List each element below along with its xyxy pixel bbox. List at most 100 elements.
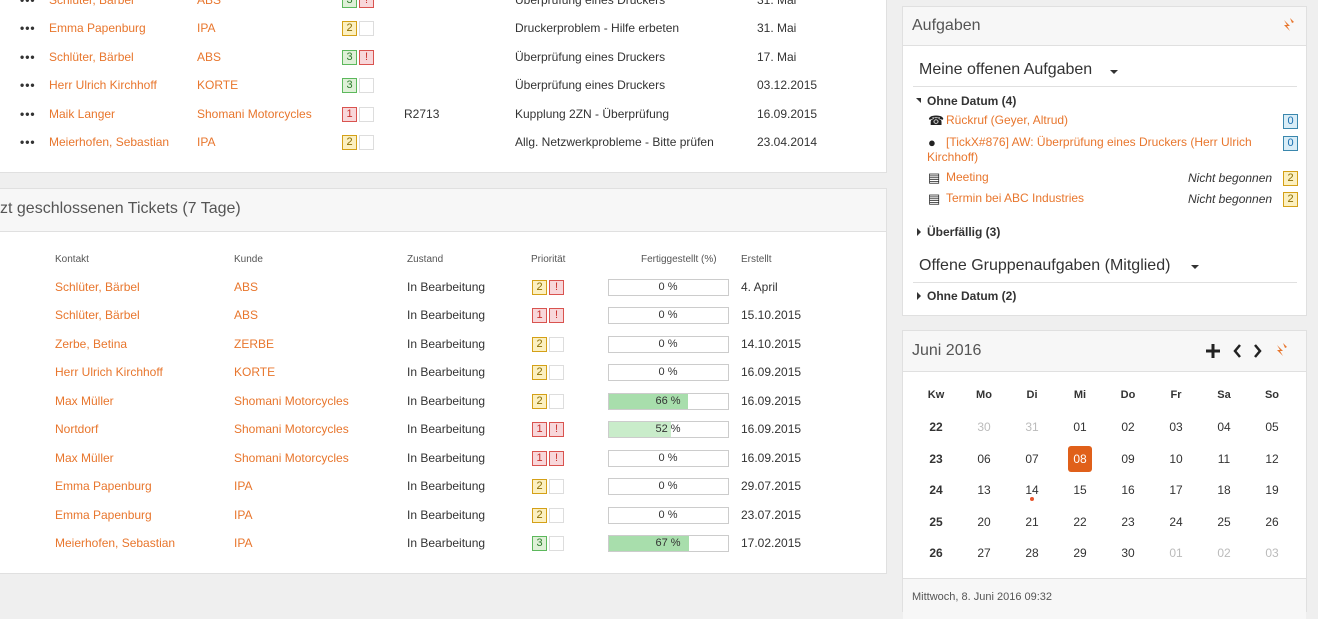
day[interactable]: 21 xyxy=(1025,514,1039,529)
refresh-icon[interactable] xyxy=(1284,18,1294,31)
contact[interactable]: Schlüter, Bärbel xyxy=(49,0,134,7)
day[interactable]: 12 xyxy=(1265,451,1279,466)
day[interactable]: 20 xyxy=(977,514,991,529)
section-title[interactable]: Meine offenen Aufgaben xyxy=(919,61,1093,78)
contact[interactable]: Schlüter, Bärbel xyxy=(55,308,140,323)
day[interactable]: 03 xyxy=(1265,546,1279,560)
row-menu[interactable]: ••• xyxy=(20,135,36,149)
day[interactable]: 07 xyxy=(1025,451,1039,466)
toggle[interactable] xyxy=(916,98,921,103)
state: In Bearbeitung xyxy=(407,422,486,437)
day[interactable]: 01 xyxy=(1073,420,1087,434)
customer[interactable]: ABS xyxy=(234,280,259,294)
day[interactable]: 29 xyxy=(1073,546,1087,560)
toggle[interactable] xyxy=(917,228,921,236)
day[interactable]: 16 xyxy=(1121,483,1135,497)
contact[interactable]: Maik Langer xyxy=(49,106,116,121)
contact[interactable]: Zerbe, Betina xyxy=(55,336,128,351)
created: 29.07.2015 xyxy=(741,479,802,494)
refresh-icon[interactable] xyxy=(1277,343,1287,356)
day[interactable]: 18 xyxy=(1217,483,1231,497)
group-toggle[interactable]: Überfällig (3) xyxy=(927,225,1001,239)
date: 16.09.2015 xyxy=(757,106,818,121)
day[interactable]: 30 xyxy=(1121,546,1135,560)
row-menu[interactable]: ••• xyxy=(20,0,36,7)
day[interactable]: 25 xyxy=(1217,514,1231,529)
day[interactable]: 02 xyxy=(1121,420,1135,434)
prev-icon[interactable] xyxy=(1233,344,1241,358)
day[interactable]: 24 xyxy=(1169,514,1183,529)
day[interactable]: 09 xyxy=(1121,451,1135,466)
contact[interactable]: Schlüter, Bärbel xyxy=(55,280,140,294)
day[interactable]: 26 xyxy=(1265,514,1279,529)
toggle[interactable] xyxy=(917,292,921,300)
customer[interactable]: Shomani Motorcycles xyxy=(234,422,349,437)
contact[interactable]: Meierhofen, Sebastian xyxy=(49,135,170,149)
contact[interactable]: Meierhofen, Sebastian xyxy=(55,535,176,550)
priority-badge: 2 xyxy=(342,135,357,150)
customer[interactable]: KORTE xyxy=(234,365,276,380)
day[interactable]: 05 xyxy=(1265,420,1279,434)
priority-badge: 1 xyxy=(532,308,547,324)
customer[interactable]: IPA xyxy=(197,135,216,149)
contact[interactable]: Herr Ulrich Kirchhoff xyxy=(55,365,163,380)
group-toggle[interactable]: Ohne Datum (4) xyxy=(927,94,1017,108)
row-menu[interactable]: ••• xyxy=(20,78,36,93)
contact[interactable]: Schlüter, Bärbel xyxy=(49,49,134,64)
day[interactable]: 27 xyxy=(977,546,991,560)
day[interactable]: 01 xyxy=(1169,546,1183,560)
task-link[interactable]: Termin bei ABC Industries xyxy=(946,191,1085,205)
day[interactable]: 19 xyxy=(1265,483,1279,497)
day[interactable]: 28 xyxy=(1025,546,1039,560)
customer[interactable]: IPA xyxy=(234,507,253,522)
add-icon[interactable] xyxy=(1206,344,1220,358)
caret[interactable] xyxy=(1191,265,1199,269)
customer[interactable]: Shomani Motorcycles xyxy=(234,450,349,465)
next-icon[interactable] xyxy=(1254,344,1262,358)
contact[interactable]: Emma Papenburg xyxy=(55,507,152,522)
contact[interactable]: Emma Papenburg xyxy=(55,479,152,494)
day[interactable]: 14 xyxy=(1025,483,1039,497)
panel-title: zt geschlossenen Tickets (7 Tage) xyxy=(0,200,241,217)
customer[interactable]: ABS xyxy=(197,49,222,64)
contact[interactable]: Herr Ulrich Kirchhoff xyxy=(49,78,157,93)
day[interactable]: 04 xyxy=(1217,420,1231,434)
contact[interactable]: Emma Papenburg xyxy=(49,21,146,36)
day[interactable]: 22 xyxy=(1073,514,1087,529)
day[interactable]: 03 xyxy=(1169,420,1183,434)
day[interactable]: 13 xyxy=(977,483,991,497)
row-menu[interactable]: ••• xyxy=(20,21,36,36)
task-link[interactable]: Rückruf (Geyer, Altrud) xyxy=(946,113,1069,127)
day[interactable]: 02 xyxy=(1217,546,1231,560)
customer[interactable]: Shomani Motorcycles xyxy=(234,393,349,408)
contact[interactable]: Max Müller xyxy=(55,450,114,465)
column-header: Fertiggestellt (%) xyxy=(641,254,717,265)
section-title[interactable]: Offene Gruppenaufgaben (Mitglied) xyxy=(919,257,1171,274)
customer[interactable]: Shomani Motorcycles xyxy=(197,106,312,121)
customer[interactable]: ZERBE xyxy=(234,336,275,351)
caret[interactable] xyxy=(1110,70,1118,74)
row-menu[interactable]: ••• xyxy=(20,106,36,121)
customer[interactable]: ABS xyxy=(234,308,259,323)
group-toggle[interactable]: Ohne Datum (2) xyxy=(927,289,1017,303)
task-link[interactable]: [TickX#876] AW: Überprüfung eines Drucke… xyxy=(927,135,1252,164)
day[interactable]: 08 xyxy=(1073,451,1087,466)
day[interactable]: 06 xyxy=(977,451,991,466)
customer[interactable]: IPA xyxy=(234,479,253,494)
day[interactable]: 31 xyxy=(1025,420,1039,434)
contact[interactable]: Nortdorf xyxy=(55,422,99,437)
row-menu[interactable]: ••• xyxy=(20,49,36,64)
contact[interactable]: Max Müller xyxy=(55,393,114,408)
customer[interactable]: IPA xyxy=(197,21,216,36)
day[interactable]: 15 xyxy=(1073,483,1087,497)
day[interactable]: 30 xyxy=(977,420,991,434)
task-link[interactable]: Meeting xyxy=(946,170,989,184)
day[interactable]: 11 xyxy=(1217,451,1231,466)
empty-badge xyxy=(549,336,564,352)
day[interactable]: 17 xyxy=(1169,483,1183,497)
customer[interactable]: KORTE xyxy=(197,78,239,93)
day[interactable]: 23 xyxy=(1121,514,1135,529)
customer[interactable]: ABS xyxy=(197,0,222,7)
day[interactable]: 10 xyxy=(1169,451,1183,466)
customer[interactable]: IPA xyxy=(234,535,253,550)
